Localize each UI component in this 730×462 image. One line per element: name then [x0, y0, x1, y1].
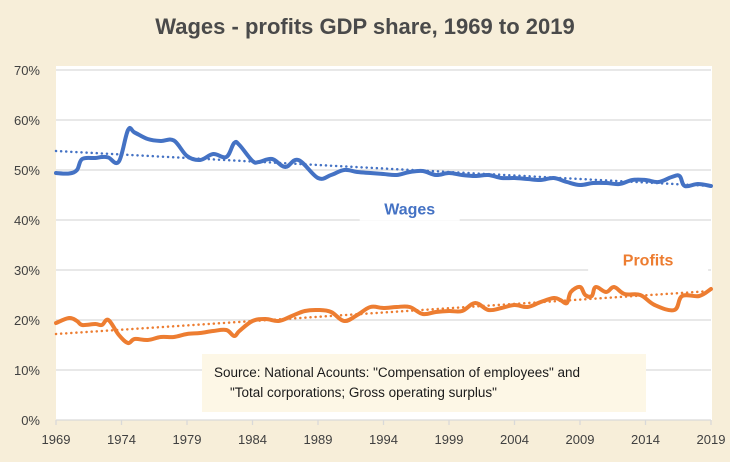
- x-tick-label: 2014: [631, 432, 660, 447]
- x-tick-label: 1969: [42, 432, 71, 447]
- x-tick-label: 2004: [500, 432, 529, 447]
- trendlines: [54, 149, 713, 336]
- source-note: Source: National Acounts: "Compensation …: [202, 354, 646, 412]
- x-tick-label: 1979: [173, 432, 202, 447]
- y-tick-label: 70%: [14, 63, 40, 78]
- wages-series-label: Wages: [384, 202, 435, 219]
- x-tick-label: 2009: [566, 432, 595, 447]
- x-tick-label: 1989: [304, 432, 333, 447]
- wages-series-line: [54, 125, 713, 189]
- series-label-background: [588, 247, 709, 272]
- y-tick-label: 20%: [14, 313, 40, 328]
- x-tick-label: 1984: [238, 432, 267, 447]
- wages-trend-line: [54, 149, 713, 188]
- profits-trend-line: [54, 289, 713, 336]
- x-tick-label: 1994: [369, 432, 398, 447]
- x-tick-label: 1974: [107, 432, 136, 447]
- chart-title: Wages - profits GDP share, 1969 to 2019: [155, 14, 575, 39]
- series-label-background: [359, 196, 460, 221]
- profits-series-line: [54, 284, 713, 346]
- x-tick-label: 2019: [697, 432, 726, 447]
- x-tick-label: 1999: [435, 432, 464, 447]
- y-tick-label: 60%: [14, 113, 40, 128]
- x-axis: 1969 1974 1979 1984 1989 1994 1999 2004 2009 2014…: [42, 419, 726, 447]
- y-tick-label: 40%: [14, 213, 40, 228]
- profits-series-label: Profits: [623, 253, 674, 270]
- source-line-2: "Total corporations; Gross operating sur…: [230, 385, 497, 400]
- y-tick-label: 30%: [14, 263, 40, 278]
- y-tick-label: 0%: [21, 413, 40, 428]
- source-line-1: Source: National Acounts: "Compensation …: [214, 365, 581, 380]
- y-tick-label: 50%: [14, 163, 40, 178]
- y-tick-label: 10%: [14, 363, 40, 378]
- series-lines: [54, 125, 713, 346]
- series-labels: Wages Profits: [359, 196, 709, 272]
- y-axis: 0% 10% 20% 30% 40% 50% 60% 70%: [14, 63, 40, 428]
